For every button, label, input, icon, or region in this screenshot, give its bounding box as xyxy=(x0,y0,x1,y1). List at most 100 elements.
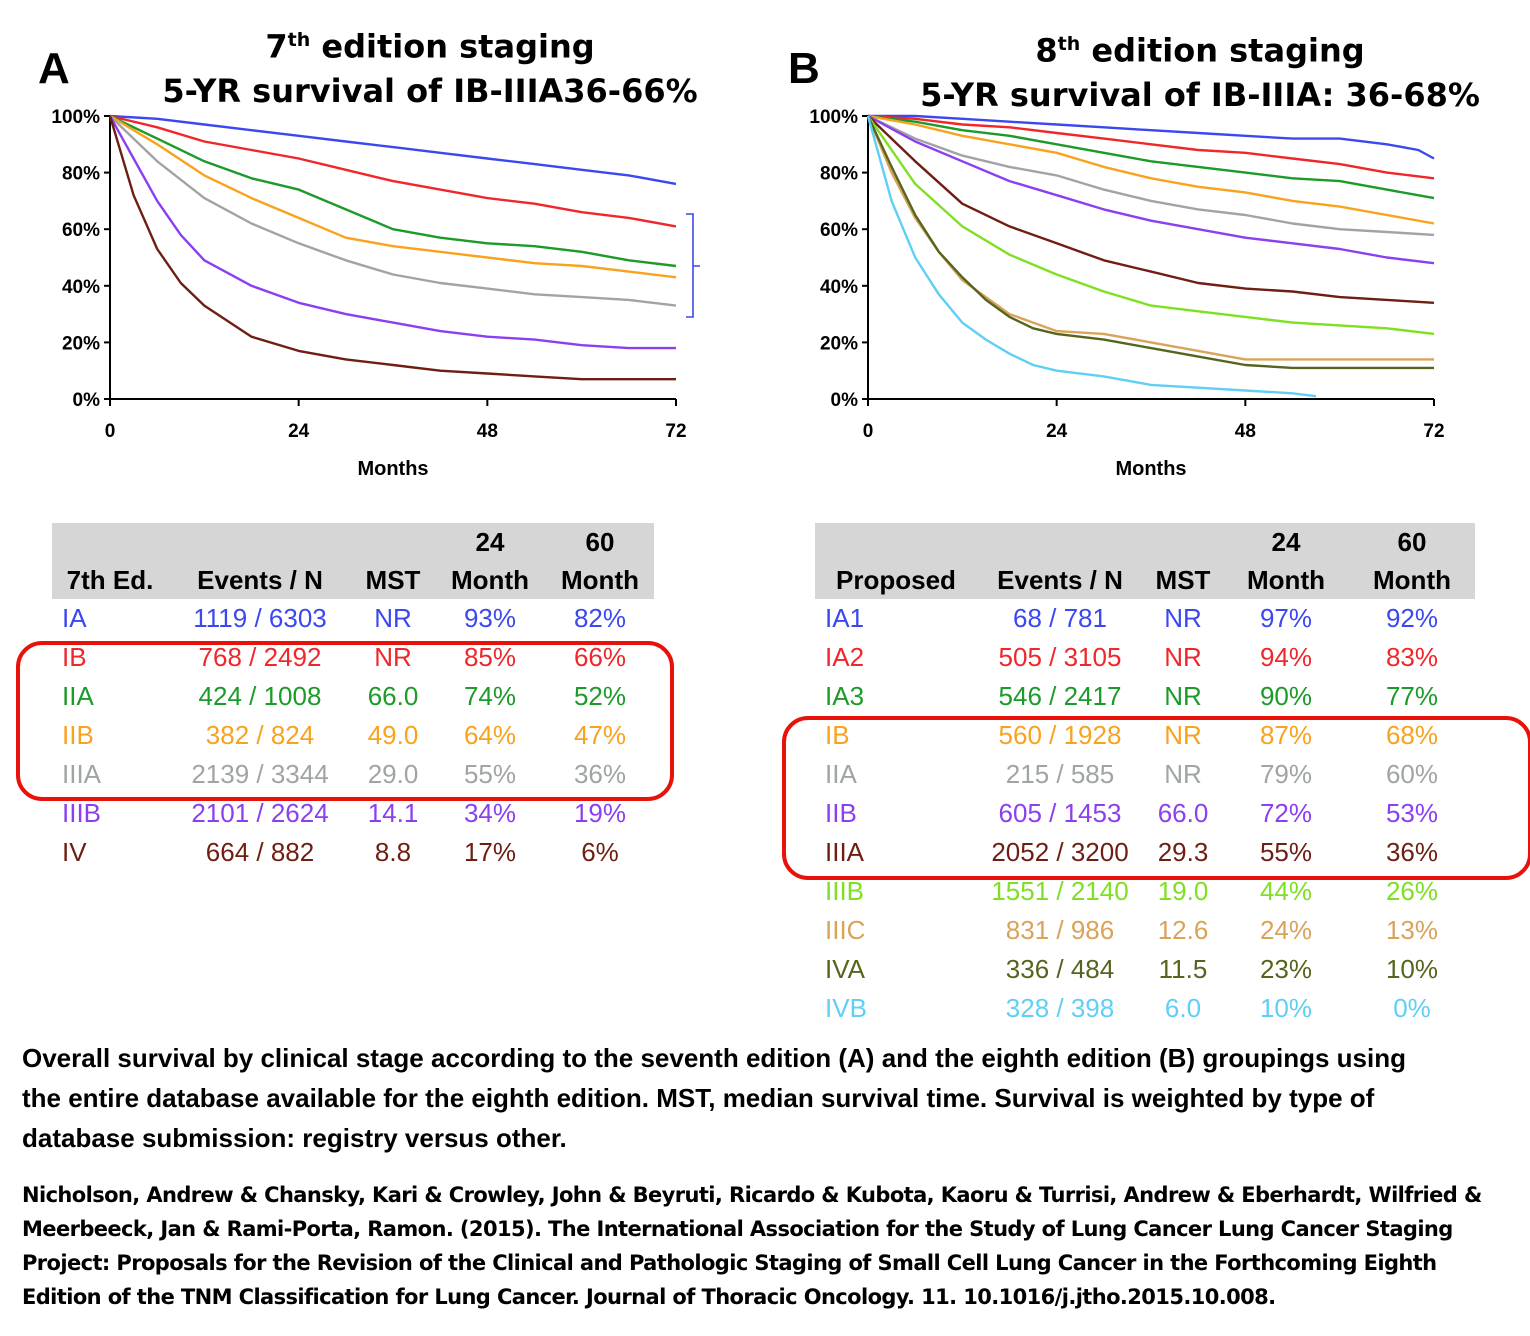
chart-b-x-tick-label: 0 xyxy=(863,421,874,442)
table-cell-stage: IA1 xyxy=(825,603,865,633)
table-cell-events: 546 / 2417 xyxy=(998,681,1122,711)
survival-table-a: 24 60 7th Ed. Events / N MST Month Month… xyxy=(52,523,654,872)
chart-b-series-iiib xyxy=(867,115,1435,336)
table-row: IVB 328 / 398 6.0 10% 0% xyxy=(815,989,1475,1028)
panel-letter-b: B xyxy=(788,44,820,93)
table-cell-events: 1551 / 2140 xyxy=(991,876,1129,906)
table-cell-m24: 24% xyxy=(1259,915,1313,945)
table-cell-mst: 19.0 xyxy=(1157,876,1209,906)
table-cell-mst: 8.8 xyxy=(374,837,412,867)
table-row: IVA 336 / 484 11.5 23% 10% xyxy=(815,950,1475,989)
table-cell-m24: 79% xyxy=(1259,759,1313,789)
table-cell-stage: IV xyxy=(62,837,87,867)
table-row: IIIA 2139 / 3344 29.0 55% 36% xyxy=(52,755,654,794)
table-cell-m60: 13% xyxy=(1385,915,1439,945)
table-cell-stage: IB xyxy=(825,720,850,750)
chart-title-a-edition: 7th edition staging xyxy=(265,27,595,66)
chart-b-series-ivb xyxy=(866,115,1317,398)
table-cell-events: 215 / 585 xyxy=(1005,759,1115,789)
table-cell-m60: 47% xyxy=(573,720,627,750)
chart-b-series-ib xyxy=(867,114,1435,225)
table-cell-m60: 36% xyxy=(1385,837,1439,867)
table-cell-events: 831 / 986 xyxy=(1005,915,1115,945)
chart-title-a: 7th edition staging 5-YR survival of IB-… xyxy=(120,18,740,113)
chart-b-x-tick-label: 24 xyxy=(1046,421,1068,442)
table-cell-m60: 66% xyxy=(573,642,627,672)
table-row: IA3 546 / 2417 NR 90% 77% xyxy=(815,677,1475,716)
table-row: IIB 605 / 1453 66.0 72% 53% xyxy=(815,794,1475,833)
table-cell-stage: IA2 xyxy=(825,642,865,672)
chart-a-y-tick-label: 20% xyxy=(62,333,100,354)
table-cell-mst: 6.0 xyxy=(1164,993,1202,1023)
chart-b-series-iia xyxy=(867,114,1435,237)
table-cell-m24: 94% xyxy=(1259,642,1313,672)
table-b-header: Proposed Events / N MST Month Month xyxy=(815,561,1475,599)
chart-b-y-tick-label: 20% xyxy=(820,333,858,354)
table-cell-m60: 68% xyxy=(1385,720,1439,750)
table-cell-stage: IVB xyxy=(825,993,867,1023)
survival-chart-b: 0% 20% 40% 60% 80% 100% 0 24 48 72 Months xyxy=(809,107,1444,480)
chart-a-series-iiib xyxy=(108,115,676,350)
table-row: IIIC 831 / 986 12.6 24% 13% xyxy=(815,911,1475,950)
table-cell-events: 2101 / 2624 xyxy=(191,798,329,828)
chart-b-series-iiia xyxy=(867,115,1435,304)
chart-b-y-tick-label: 80% xyxy=(820,164,858,185)
table-cell-m24: 17% xyxy=(463,837,517,867)
chart-b-x-axis-label: Months xyxy=(1115,458,1186,480)
table-cell-m24: 55% xyxy=(1259,837,1313,867)
table-cell-mst: 14.1 xyxy=(367,798,419,828)
chart-a-x-tick-label: 0 xyxy=(105,421,116,442)
highlight-box-a xyxy=(16,641,674,801)
table-cell-m24: 34% xyxy=(463,798,517,828)
table-cell-mst: 49.0 xyxy=(367,720,419,750)
table-cell-m60: 92% xyxy=(1385,603,1439,633)
header-cell xyxy=(1143,523,1223,561)
header-cell xyxy=(52,523,168,561)
table-cell-stage: IIIA xyxy=(825,837,865,867)
table-row: IB 560 / 1928 NR 87% 68% xyxy=(815,716,1475,755)
header-cell: 24 xyxy=(434,523,546,561)
chart-subtitle-b: 5-YR survival of IB-IIIA: 36-68% xyxy=(920,75,1480,114)
chart-a-y-tick-label: 0% xyxy=(73,390,101,411)
chart-b-series-iib xyxy=(867,114,1435,265)
header-cell: Month xyxy=(1349,561,1475,599)
table-cell-m60: 19% xyxy=(573,798,627,828)
table-cell-stage: IIA xyxy=(62,681,94,711)
chart-a-series-iiia xyxy=(109,115,677,307)
table-row: IA1 68 / 781 NR 97% 92% xyxy=(815,599,1475,638)
survival-chart-a: 0% 20% 40% 60% 80% 100% 0 24 48 72 Months xyxy=(51,107,686,480)
chart-a-series-iib xyxy=(109,114,677,279)
table-cell-m60: 60% xyxy=(1385,759,1439,789)
chart-a-x-tick-label: 72 xyxy=(665,421,686,442)
chart-b-series-ia3 xyxy=(867,114,1435,200)
table-cell-mst: NR xyxy=(1164,642,1202,672)
table-row: IB 768 / 2492 NR 85% 66% xyxy=(52,638,654,677)
table-row: IA 1119 / 6303 NR 93% 82% xyxy=(52,599,654,638)
table-a-header-top: 24 60 xyxy=(52,523,654,561)
table-cell-m60: 77% xyxy=(1385,681,1439,711)
table-cell-events: 2052 / 3200 xyxy=(991,837,1129,867)
header-cell xyxy=(977,523,1143,561)
table-cell-m60: 26% xyxy=(1385,876,1439,906)
chart-a-series-ib xyxy=(109,114,677,228)
table-cell-events: 505 / 3105 xyxy=(998,642,1122,672)
table-cell-m60: 36% xyxy=(573,759,627,789)
table-cell-mst: NR xyxy=(374,603,412,633)
chart-title-b: 8th edition staging 5-YR survival of IB-… xyxy=(890,22,1510,117)
chart-b-series-ia2 xyxy=(867,114,1435,180)
header-cell: MST xyxy=(1143,561,1223,599)
table-cell-m60: 52% xyxy=(573,681,627,711)
chart-b-y-tick-label: 40% xyxy=(820,277,858,298)
table-cell-m24: 97% xyxy=(1259,603,1313,633)
table-row: IV 664 / 882 8.8 17% 6% xyxy=(52,833,654,872)
table-cell-m24: 10% xyxy=(1259,993,1313,1023)
chart-b-x-tick-label: 72 xyxy=(1423,421,1444,442)
chart-a-y-tick-label: 100% xyxy=(51,107,100,128)
table-cell-stage: IIIC xyxy=(825,915,866,945)
table-cell-m24: 85% xyxy=(463,642,517,672)
chart-a-y-tick-label: 40% xyxy=(62,277,100,298)
table-row: IIB 382 / 824 49.0 64% 47% xyxy=(52,716,654,755)
table-cell-stage: IIIB xyxy=(62,798,102,828)
table-cell-mst: NR xyxy=(1164,720,1202,750)
table-cell-m24: 55% xyxy=(463,759,517,789)
